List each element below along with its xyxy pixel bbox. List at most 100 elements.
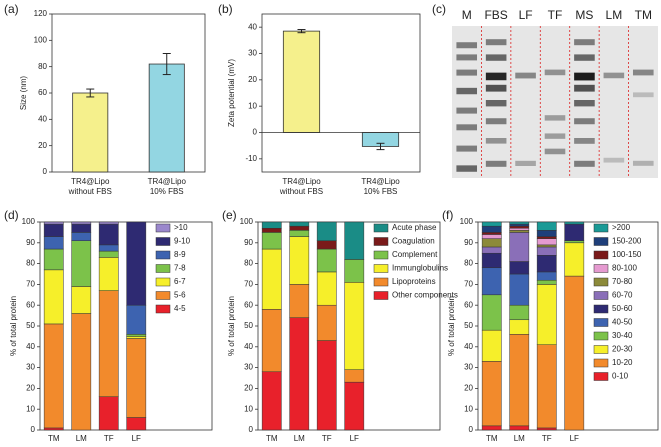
gel-band [485,84,507,92]
legend-label: Immunglobulins [392,264,448,273]
y-tick-label: 100 [460,217,474,226]
legend-label: >200 [612,223,631,232]
y-tick-label: 90 [26,238,35,247]
gel-band [632,160,654,166]
y-tick-label: 30 [248,49,257,58]
gel-band [544,69,566,76]
legend-swatch [593,318,609,327]
bar-segment [316,221,337,241]
bar-segment [71,286,92,314]
bar-segment [98,250,119,258]
bar-segment [564,223,585,241]
bar-segment [481,238,502,248]
bar-segment [509,273,530,306]
bar-segment [289,317,310,431]
y-tick-label: 30 [244,363,253,372]
bar-segment [71,240,92,287]
legend-swatch [155,264,171,273]
panel-label: (e) [222,208,237,222]
bar-segment [509,261,530,275]
bar-segment [509,223,530,227]
y-tick-label: 60 [26,300,35,309]
legend-label: 20-30 [612,345,633,354]
bar-segment [71,313,92,431]
lane-label: FBS [484,8,507,22]
gel-band [456,124,478,131]
x-tick-label: TR4@Lipo 10% FBS [361,177,400,196]
y-tick-label: 0 [253,128,258,137]
lane-label: M [462,8,472,22]
legend-swatch [593,331,609,341]
bar-segment [564,275,585,431]
bar-segment [43,269,64,325]
bar-segment [481,225,502,233]
lane-label: TM [635,8,652,22]
bar-segment [536,230,557,237]
legend-swatch [373,237,389,246]
bar-segment [564,242,585,277]
gel-band [632,92,654,98]
bar-segment [564,221,585,225]
gel-band [485,160,507,167]
y-tick-label: 10 [26,404,35,413]
legend-label: 30-40 [612,331,633,340]
y-tick-label: 60 [244,300,253,309]
gel-band [456,145,478,152]
y-tick-label: 20 [464,384,473,393]
bar-segment [43,427,64,431]
legend-swatch [593,372,609,381]
bar-segment [43,221,64,225]
y-tick-label: 0 [31,425,36,434]
y-tick-label: 100 [22,217,36,226]
legend-swatch [593,237,609,246]
x-tick-label: TR4@Lipo without FBS [279,177,323,196]
legend-swatch [155,250,171,260]
x-tick-label-line: TR4@Lipo [148,177,187,186]
gel-band [485,54,507,61]
y-tick-label: 70 [464,280,473,289]
bar-segment [481,252,502,269]
bar-segment [126,338,147,418]
x-tick-label: TF [542,434,552,443]
x-tick-label-line: 10% FBS [364,187,398,196]
bar [148,63,185,173]
x-tick-label: LF [350,434,359,443]
bar-segment [126,336,147,339]
bar-segment [98,244,119,252]
y-tick-label: -10 [245,154,257,163]
legend-label: >10 [174,223,188,232]
gel-band [574,54,595,61]
gel-band [544,133,566,139]
legend-label: 50-60 [612,304,633,313]
y-tick-label: 90 [244,238,253,247]
legend-swatch [373,223,389,233]
bar-segment [43,248,64,271]
bar-segment [509,304,530,321]
legend-label: Lipoproteins [392,277,436,286]
panel-label: (f) [442,208,453,222]
y-tick-label: 40 [26,342,35,351]
bar-segment [509,230,530,233]
bar-segment [43,223,64,237]
bar-segment [316,271,337,306]
y-tick-label: 0 [43,167,48,176]
bar-segment [126,417,147,431]
bar-segment [481,246,502,254]
y-tick-label: 40 [244,342,253,351]
bar-segment [98,221,119,225]
legend-swatch [373,250,389,260]
bar-segment [289,236,310,285]
y-tick-label: 20 [244,384,253,393]
y-tick-label: 80 [244,259,253,268]
y-tick-label: 100 [240,217,254,226]
x-tick-label: TF [322,434,332,443]
bar-segment [481,267,502,296]
bar-segment [344,381,365,431]
bar-segment [481,425,502,431]
gel-image [452,26,658,178]
gel-band [456,69,478,76]
gel-band [544,148,566,155]
x-tick-label: TF [104,434,114,443]
y-tick-label: 50 [464,321,473,330]
x-tick-label: TM [48,434,60,443]
